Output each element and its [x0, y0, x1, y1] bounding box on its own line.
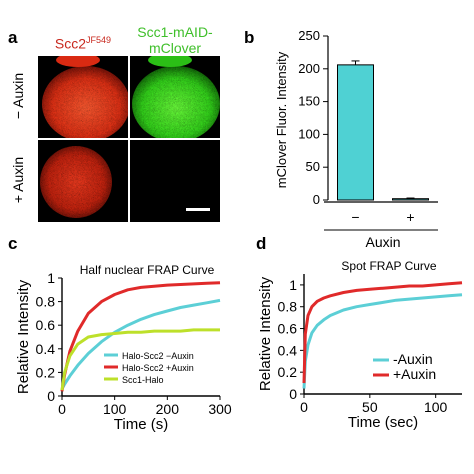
legend-label: Halo-Scc2 −Auxin [122, 351, 194, 361]
x-tick-label: 100 [103, 401, 127, 417]
series-line-1 [302, 281, 463, 384]
y-tick-label: 1 [47, 270, 55, 286]
legend-label: -Auxin [393, 351, 433, 367]
y-tick-label: 0.8 [36, 294, 56, 310]
y-tick-label: 0 [289, 386, 297, 402]
y-tick-label: 0.2 [36, 364, 56, 380]
tile-scc2-plus-auxin [38, 140, 128, 222]
scale-bar [186, 208, 210, 211]
y-tick-label: 100 [298, 126, 320, 141]
legend-label: Halo-Scc2 +Auxin [122, 363, 194, 373]
spot-frap-chart: Spot FRAP Curve 0 0.2 0.4 0.6 0.8 1 0 50 100 Time … [257, 259, 463, 431]
y-axis-label: mClover Fluor. Intensity [274, 51, 289, 188]
series-line-1 [60, 281, 221, 392]
bar [392, 198, 429, 201]
y-tick-label: 0 [47, 388, 55, 404]
x-axis-label: Time (s) [114, 416, 168, 433]
y-tick-label: 0.8 [278, 299, 298, 315]
x-axis-label: Auxin [365, 234, 400, 250]
series-line-2 [60, 328, 220, 391]
panel-c-letter: c [8, 234, 18, 253]
series-line-0 [302, 293, 463, 389]
scc2-title-superscript: JF549 [86, 35, 112, 45]
x-tick-label: 0 [58, 401, 66, 417]
y-tick-label: 0.6 [278, 321, 298, 337]
panel-d-letter: d [256, 234, 267, 253]
x-tick-label: − [351, 209, 359, 225]
y-axis-label: Relative Intensity [257, 276, 274, 391]
scc2-column-title: Scc2JF549 [38, 32, 128, 52]
x-tick-label: 300 [208, 401, 232, 417]
panel-b-letter: b [244, 28, 255, 47]
y-tick-label: 0.2 [278, 364, 298, 380]
y-tick-label: 0 [313, 192, 320, 207]
tile-scc1-plus-auxin [130, 140, 220, 222]
y-tick-label: 200 [298, 61, 320, 76]
y-axis-label: Relative Intensity [15, 279, 32, 394]
row-label-plus-auxin: + Auxin [10, 156, 26, 204]
y-tick-label: 0.4 [278, 342, 298, 358]
y-tick-label: 0.6 [36, 317, 56, 333]
scc2-auxin-nucleus-image [40, 146, 112, 218]
series-line-0 [60, 298, 221, 390]
half-nuclear-frap-chart: Half nuclear FRAP Curve 0 0.2 0.4 0.6 0.8 1 0 10… [15, 263, 232, 433]
legend-label: +Auxin [393, 366, 436, 382]
scc1-title-line1: Scc1-mAID- [137, 24, 213, 40]
scc2-title-text: Scc2 [54, 35, 87, 52]
chart-title: Spot FRAP Curve [341, 259, 436, 273]
chart-title: Half nuclear FRAP Curve [80, 263, 215, 277]
x-tick-label: 0 [300, 399, 308, 415]
y-tick-label: 50 [306, 159, 320, 174]
tile-scc1-minus-auxin [130, 56, 220, 138]
y-tick-label: 0.4 [36, 341, 56, 357]
y-tick-label: 150 [298, 94, 320, 109]
x-tick-label: + [406, 209, 414, 225]
scc1-nucleus-image [132, 56, 220, 138]
bar-chart-auxin: 0 50 100 150 200 250 mClover Fluor. Intensity −… [274, 28, 438, 250]
scc1-column-title: Scc1-mAID- mClover [130, 24, 220, 56]
y-tick-label: 250 [298, 28, 320, 43]
panel-a-letter: a [8, 28, 18, 47]
x-tick-label: 50 [362, 399, 378, 415]
x-tick-label: 200 [156, 401, 180, 417]
y-tick-label: 1 [289, 277, 297, 293]
x-axis-label: Time (sec) [348, 414, 418, 431]
scc2-nucleus-image [42, 56, 128, 138]
x-tick-label: 100 [424, 399, 448, 415]
row-label-minus-auxin: − Auxin [10, 72, 26, 120]
scc1-title-line2: mClover [148, 40, 202, 56]
legend-label: Scc1-Halo [122, 375, 164, 385]
bar [337, 64, 374, 201]
tile-scc2-minus-auxin [38, 56, 128, 138]
